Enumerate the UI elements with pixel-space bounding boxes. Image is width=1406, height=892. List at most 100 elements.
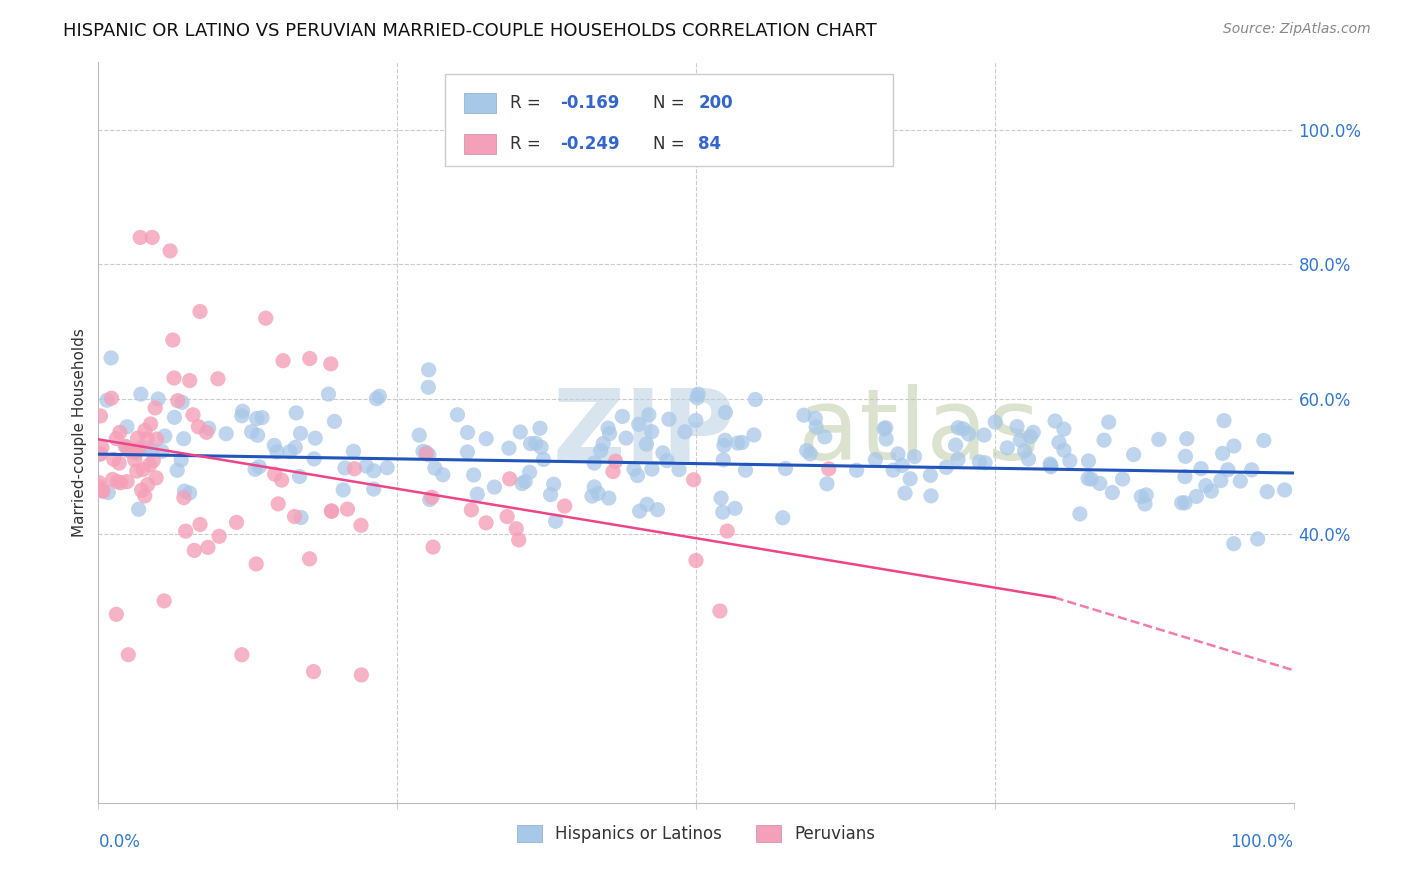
Text: -0.249: -0.249: [560, 135, 620, 153]
Point: [709, 604, 731, 618]
Point: [544, 514, 567, 528]
Point: [270, 473, 292, 487]
Point: [298, 551, 321, 566]
Point: [254, 311, 277, 326]
Point: [415, 445, 437, 459]
Point: [422, 540, 444, 554]
Point: [89, 409, 111, 423]
Text: Source: ZipAtlas.com: Source: ZipAtlas.com: [1223, 22, 1371, 37]
Point: [1185, 490, 1208, 504]
Point: [519, 465, 541, 479]
Point: [96, 393, 118, 408]
Point: [515, 475, 537, 489]
Point: [118, 443, 141, 458]
Point: [724, 501, 747, 516]
Point: [1174, 450, 1197, 464]
Point: [465, 487, 488, 501]
Point: [187, 419, 209, 434]
Point: [290, 510, 312, 524]
Point: [817, 462, 839, 476]
Point: [163, 410, 186, 425]
Point: [129, 387, 152, 401]
Point: [350, 518, 373, 533]
Point: [641, 425, 664, 439]
Point: [1274, 483, 1296, 497]
Point: [641, 462, 664, 476]
Point: [128, 442, 150, 456]
Point: [89, 447, 111, 461]
Text: atlas: atlas: [797, 384, 1039, 481]
FancyBboxPatch shape: [464, 134, 496, 153]
Point: [1080, 472, 1102, 486]
Point: [100, 351, 122, 365]
Point: [1059, 454, 1081, 468]
Point: [1022, 425, 1045, 440]
Point: [1019, 430, 1042, 444]
Point: [124, 445, 146, 459]
Point: [117, 648, 139, 662]
Point: [342, 444, 364, 458]
Point: [626, 468, 648, 483]
Point: [418, 380, 440, 394]
Point: [1122, 448, 1144, 462]
Point: [288, 469, 311, 483]
Point: [1240, 463, 1263, 477]
Point: [1053, 422, 1076, 436]
Point: [935, 460, 957, 475]
Point: [920, 489, 942, 503]
Point: [1077, 471, 1099, 485]
Point: [894, 486, 917, 500]
Point: [446, 408, 468, 422]
Point: [636, 497, 658, 511]
Point: [284, 440, 307, 454]
Point: [505, 522, 527, 536]
Point: [713, 438, 735, 452]
Point: [682, 473, 704, 487]
Point: [240, 425, 263, 439]
Point: [197, 421, 219, 435]
Point: [865, 452, 887, 467]
Point: [952, 422, 974, 436]
Point: [898, 472, 921, 486]
Point: [91, 484, 114, 499]
Point: [174, 524, 197, 538]
Point: [1175, 432, 1198, 446]
Point: [290, 426, 312, 441]
Point: [655, 453, 678, 467]
Point: [304, 431, 326, 445]
Point: [188, 304, 211, 318]
Point: [533, 452, 555, 467]
Point: [127, 431, 149, 445]
Point: [215, 426, 238, 441]
Point: [457, 425, 479, 440]
Point: [363, 482, 385, 496]
Point: [1053, 443, 1076, 458]
Point: [995, 441, 1018, 455]
Point: [685, 553, 707, 567]
Point: [799, 447, 821, 461]
Point: [266, 444, 288, 458]
Point: [153, 429, 176, 443]
Point: [742, 428, 765, 442]
Point: [946, 421, 969, 435]
FancyBboxPatch shape: [446, 73, 893, 166]
Text: 200: 200: [699, 94, 733, 112]
Point: [172, 395, 194, 409]
Point: [153, 594, 176, 608]
Point: [105, 607, 128, 622]
Point: [710, 491, 733, 505]
Point: [711, 452, 734, 467]
Point: [1229, 474, 1251, 488]
Point: [524, 436, 547, 450]
Point: [651, 446, 673, 460]
Point: [115, 475, 138, 489]
Point: [1147, 433, 1170, 447]
Text: ZIP: ZIP: [553, 384, 735, 481]
Point: [496, 509, 519, 524]
Point: [815, 476, 838, 491]
Point: [136, 442, 159, 456]
Point: [592, 436, 614, 450]
Point: [128, 502, 150, 516]
Point: [530, 440, 553, 454]
Point: [1209, 474, 1232, 488]
